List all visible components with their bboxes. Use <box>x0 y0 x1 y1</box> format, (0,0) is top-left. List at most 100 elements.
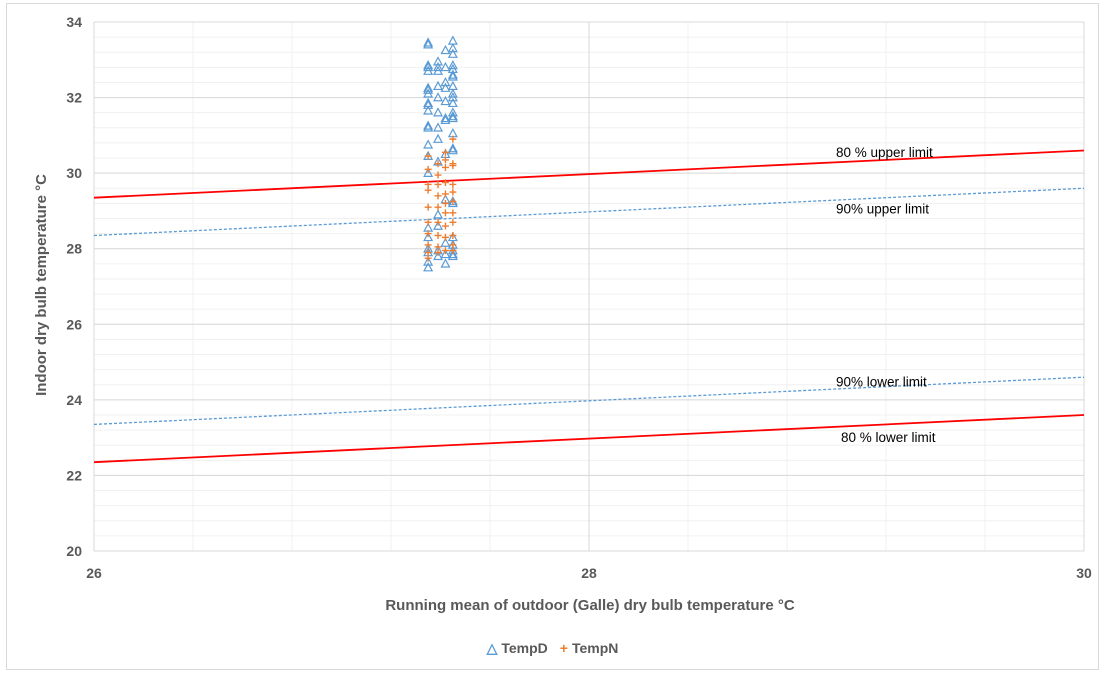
tempn-point <box>449 218 457 226</box>
limit-lines <box>93 149 1085 464</box>
tempd-point <box>423 231 434 242</box>
tempn-point <box>449 180 457 188</box>
tempn-point <box>434 218 442 226</box>
x-tick-label: 30 <box>1076 565 1092 581</box>
legend-label: TempN <box>571 640 619 656</box>
tempd-point <box>423 88 434 98</box>
tempn-point <box>449 209 457 217</box>
tempd-point <box>440 114 451 125</box>
x-tick-label: 26 <box>86 565 102 581</box>
tempn-point <box>449 231 457 239</box>
tempd-point <box>423 82 434 92</box>
tempd-point <box>423 139 434 149</box>
tempd-point <box>447 107 458 117</box>
tempn-point <box>434 192 442 200</box>
tempn-point <box>441 148 449 156</box>
limit-line <box>93 414 1085 464</box>
limit-label: 90% lower limit <box>836 375 927 390</box>
tempd-point <box>433 209 444 219</box>
tempd-point <box>447 59 458 70</box>
y-tick-label: 30 <box>66 165 82 181</box>
tempd-point <box>433 65 444 75</box>
x-tick-label: 28 <box>581 565 597 581</box>
tempn-point <box>441 179 449 187</box>
tempd-point <box>433 220 444 230</box>
y-tick-label: 26 <box>66 316 82 332</box>
tempd-point <box>447 111 458 121</box>
triangle-marker-icon: △ <box>486 640 498 656</box>
limit-label: 80 % upper limit <box>836 145 933 160</box>
tempn-point <box>441 190 449 198</box>
tempd-point <box>447 35 458 45</box>
tempn-point <box>441 199 449 207</box>
tempn-point <box>424 186 432 194</box>
tempn-point <box>449 188 457 196</box>
tempd-point <box>433 92 444 102</box>
limit-line <box>93 149 1085 199</box>
tempn-point <box>424 165 432 173</box>
tempd-point <box>423 37 434 47</box>
tempd-point <box>433 56 444 66</box>
tempd-point <box>423 256 434 266</box>
y-tick-label: 24 <box>66 392 82 408</box>
tempd-point <box>440 95 451 106</box>
tempn-point <box>434 248 442 256</box>
limit-labels: 80 % upper limit 90% upper limit 90% lower… <box>836 145 936 445</box>
tempd-point <box>447 88 458 98</box>
tempn-point <box>424 152 432 160</box>
plus-marker-icon: + <box>559 640 568 656</box>
tempn-point <box>441 222 449 230</box>
tempd-point <box>440 44 451 55</box>
limit-line <box>93 187 1085 237</box>
data-points <box>423 35 458 272</box>
tempn-point <box>424 241 432 249</box>
tempd-point <box>447 71 458 81</box>
tempd-point <box>433 122 444 132</box>
tempn-point <box>441 209 449 217</box>
tempd-point <box>440 76 451 87</box>
tempn-point <box>424 254 432 262</box>
tempn-point <box>449 197 457 205</box>
tempn-point <box>449 162 457 170</box>
tempn-point <box>441 247 449 255</box>
tempn-point <box>441 163 449 171</box>
tempd-point <box>423 59 434 70</box>
tempd-point <box>447 128 458 138</box>
legend-label: TempD <box>501 640 548 656</box>
tempd-point <box>447 92 458 102</box>
tempn-point <box>434 231 442 239</box>
tempd-point <box>447 145 458 155</box>
tempd-point <box>447 143 458 153</box>
tempn-point <box>441 156 449 164</box>
y-tick-label: 22 <box>66 467 82 483</box>
x-axis-title: Running mean of outdoor (Galle) dry bulb… <box>385 597 795 614</box>
limit-line <box>93 376 1085 426</box>
tempd-point <box>423 61 434 72</box>
tempn-point <box>449 135 457 143</box>
legend-item-tempd: △ TempD <box>487 640 548 657</box>
tempd-point <box>440 237 451 247</box>
tempd-point <box>440 112 451 123</box>
tempn-point <box>424 203 432 211</box>
tempd-point <box>447 197 458 208</box>
tempd-point <box>423 167 434 177</box>
tempd-point <box>423 99 434 109</box>
tempn-point <box>424 230 432 238</box>
tempd-point <box>433 133 444 143</box>
y-tick-label: 28 <box>66 241 82 257</box>
tempd-point <box>447 250 458 261</box>
tempd-point <box>433 250 444 261</box>
tempd-point <box>423 262 434 272</box>
chart-frame <box>6 3 1099 670</box>
x-tick-labels: 26 28 30 <box>86 565 1092 581</box>
tempd-point <box>433 61 444 72</box>
tempd-point <box>447 97 458 108</box>
y-tick-label: 34 <box>66 14 82 30</box>
tempn-point <box>449 247 457 255</box>
tempn-point <box>434 180 442 188</box>
y-axis-title: Indoor dry bulb temperature °C <box>33 174 50 396</box>
limit-label: 90% upper limit <box>836 202 929 217</box>
y-tick-labels: 20 22 24 26 28 30 32 34 <box>66 14 82 559</box>
tempd-point <box>423 105 434 115</box>
